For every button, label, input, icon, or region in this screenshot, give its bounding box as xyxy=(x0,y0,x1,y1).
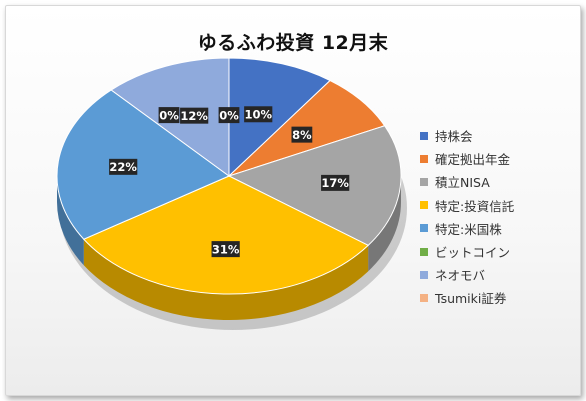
chart-title: ゆるふわ投資 12月末 xyxy=(197,32,389,54)
data-label-確定拠出年金: 8% xyxy=(291,126,313,143)
data-label-text: 31% xyxy=(212,242,240,256)
data-label-text: 0% xyxy=(219,108,239,122)
legend-item[interactable]: Tsumiki証券 xyxy=(420,286,580,309)
data-labels: 10%8%17%31%22%0% 12% 0% xyxy=(109,106,350,258)
legend-label: Tsumiki証券 xyxy=(435,291,507,307)
legend-swatch xyxy=(420,177,428,186)
data-label-特定:米国株: 22% xyxy=(109,158,138,175)
data-label-特定:投資信託: 31% xyxy=(211,241,240,258)
legend-swatch xyxy=(420,247,428,256)
legend-item[interactable]: 積立NISA xyxy=(420,170,580,193)
pie-side-特定:米国株 xyxy=(57,176,84,266)
data-label-box xyxy=(321,174,350,191)
legend-item[interactable]: 確定拠出年金 xyxy=(420,147,580,170)
data-label-text: 17% xyxy=(321,176,349,190)
data-label-text: 10% xyxy=(244,107,272,121)
legend-swatch xyxy=(420,201,428,210)
legend-item[interactable]: 特定:投資信託 xyxy=(420,194,580,217)
legend-label: ビットコイン xyxy=(435,245,511,261)
data-label-box xyxy=(158,107,180,124)
pie-slices xyxy=(56,57,402,295)
pie-side-特定:投資信託 xyxy=(83,239,369,320)
legend-swatch xyxy=(420,131,428,140)
pie-slice-特定:米国株[interactable] xyxy=(56,89,230,240)
data-label-box xyxy=(109,158,138,175)
data-label-Tsumiki証券: 0% xyxy=(218,107,240,124)
legend-label: 積立NISA xyxy=(435,175,490,191)
pie-slice-持株会[interactable] xyxy=(228,57,331,178)
legend-label: ネオモバ xyxy=(435,268,486,284)
legend-item[interactable]: ネオモバ xyxy=(420,263,580,286)
legend-swatch xyxy=(420,293,428,302)
legend-label: 特定:投資信託 xyxy=(435,198,515,214)
pie-chart: 10%8%17%31%22%0% 12% 0% xyxy=(56,57,407,330)
data-label-text: 12% xyxy=(180,109,208,123)
legend-label: 持株会 xyxy=(435,129,473,145)
data-label-ネオモバ: 12% xyxy=(180,107,209,124)
legend-swatch xyxy=(420,270,428,279)
data-label-box xyxy=(244,106,273,123)
legend-label: 確定拠出年金 xyxy=(435,152,511,168)
data-label-box xyxy=(218,107,240,124)
data-label-text: 8% xyxy=(292,128,312,142)
legend-swatch xyxy=(420,224,428,233)
pie-side-積立NISA xyxy=(368,176,401,272)
data-label-ビットコイン: 0% xyxy=(158,107,180,124)
data-label-text: 22% xyxy=(109,160,137,174)
chart-legend: 持株会確定拠出年金 積立NISA 特定:投資信託 特定:米国株 ビットコイン ネオモバ Ts… xyxy=(420,124,580,310)
data-label-box xyxy=(211,241,240,258)
legend-swatch xyxy=(420,154,428,163)
chart-frame: ゆるふわ投資 12月末 10% 8% 17% 31% 22% 0% 12% 0% 持株会 確定拠… xyxy=(5,5,581,396)
pie-sides xyxy=(57,176,401,320)
data-label-text: 0% xyxy=(159,108,179,122)
legend-item[interactable]: 特定:米国株 xyxy=(420,217,580,240)
legend-item[interactable]: 持株会 xyxy=(420,124,580,147)
data-label-box xyxy=(291,126,313,143)
pie-slice-積立NISA[interactable] xyxy=(227,125,402,246)
legend-label: 特定:米国株 xyxy=(435,221,502,237)
data-label-box xyxy=(180,107,209,124)
data-label-持株会: 10% xyxy=(244,106,273,123)
legend-item[interactable]: ビットコイン xyxy=(420,240,580,263)
data-label-積立NISA: 17% xyxy=(321,174,350,191)
pie-slice-特定:投資信託[interactable] xyxy=(82,175,370,295)
